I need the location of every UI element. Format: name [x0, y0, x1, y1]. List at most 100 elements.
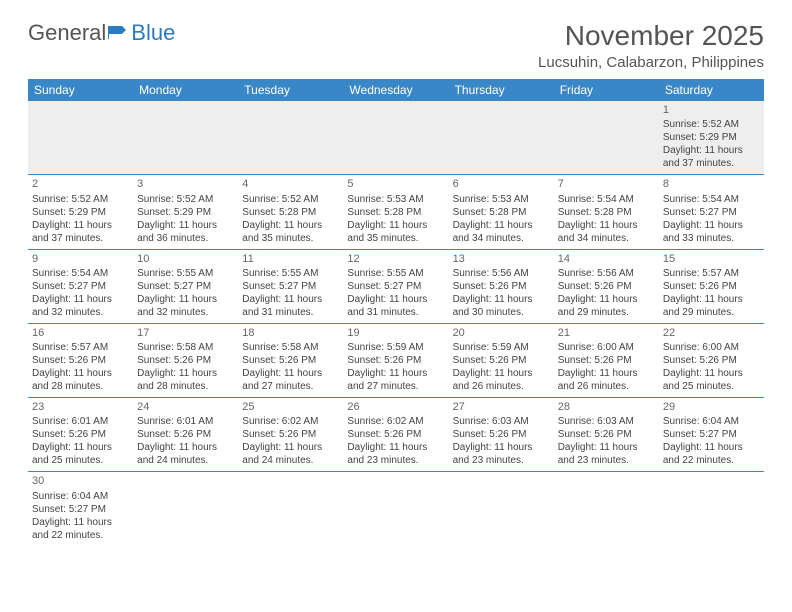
sunset-line: Sunset: 5:26 PM [558, 428, 655, 441]
daylight-line: Daylight: 11 hours and 35 minutes. [242, 219, 339, 245]
calendar-day-cell: 27Sunrise: 6:03 AMSunset: 5:26 PMDayligh… [449, 398, 554, 472]
daylight-line: Daylight: 11 hours and 27 minutes. [242, 367, 339, 393]
calendar-day-cell [133, 101, 238, 175]
calendar-day-cell: 1Sunrise: 5:52 AMSunset: 5:29 PMDaylight… [659, 101, 764, 175]
sunset-line: Sunset: 5:26 PM [32, 354, 129, 367]
daylight-line: Daylight: 11 hours and 22 minutes. [663, 441, 760, 467]
sunrise-line: Sunrise: 5:55 AM [242, 267, 339, 280]
day-number: 19 [347, 326, 444, 340]
day-number: 18 [242, 326, 339, 340]
sunrise-line: Sunrise: 6:01 AM [137, 415, 234, 428]
sunset-line: Sunset: 5:26 PM [137, 354, 234, 367]
sunset-line: Sunset: 5:29 PM [137, 206, 234, 219]
calendar-day-cell: 8Sunrise: 5:54 AMSunset: 5:27 PMDaylight… [659, 175, 764, 249]
day-number: 17 [137, 326, 234, 340]
day-number: 12 [347, 252, 444, 266]
logo-text-1: General [28, 20, 106, 46]
day-number: 21 [558, 326, 655, 340]
daylight-line: Daylight: 11 hours and 37 minutes. [32, 219, 129, 245]
sunrise-line: Sunrise: 5:59 AM [347, 341, 444, 354]
calendar-day-cell: 15Sunrise: 5:57 AMSunset: 5:26 PMDayligh… [659, 249, 764, 323]
calendar-day-cell: 7Sunrise: 5:54 AMSunset: 5:28 PMDaylight… [554, 175, 659, 249]
sunrise-line: Sunrise: 6:04 AM [32, 490, 129, 503]
weekday-header: Saturday [659, 79, 764, 101]
sunset-line: Sunset: 5:26 PM [242, 354, 339, 367]
daylight-line: Daylight: 11 hours and 23 minutes. [453, 441, 550, 467]
day-number: 22 [663, 326, 760, 340]
daylight-line: Daylight: 11 hours and 22 minutes. [32, 516, 129, 542]
sunset-line: Sunset: 5:27 PM [32, 280, 129, 293]
sunset-line: Sunset: 5:26 PM [137, 428, 234, 441]
calendar-day-cell: 10Sunrise: 5:55 AMSunset: 5:27 PMDayligh… [133, 249, 238, 323]
sunset-line: Sunset: 5:26 PM [663, 354, 760, 367]
sunrise-line: Sunrise: 5:56 AM [453, 267, 550, 280]
sunrise-line: Sunrise: 5:52 AM [242, 193, 339, 206]
calendar-week-row: 2Sunrise: 5:52 AMSunset: 5:29 PMDaylight… [28, 175, 764, 249]
day-number: 28 [558, 400, 655, 414]
day-number: 1 [663, 103, 760, 117]
sunset-line: Sunset: 5:29 PM [663, 131, 760, 144]
calendar-day-cell: 16Sunrise: 5:57 AMSunset: 5:26 PMDayligh… [28, 323, 133, 397]
calendar-day-cell: 20Sunrise: 5:59 AMSunset: 5:26 PMDayligh… [449, 323, 554, 397]
calendar-day-cell: 4Sunrise: 5:52 AMSunset: 5:28 PMDaylight… [238, 175, 343, 249]
sunrise-line: Sunrise: 5:57 AM [32, 341, 129, 354]
daylight-line: Daylight: 11 hours and 26 minutes. [453, 367, 550, 393]
sunset-line: Sunset: 5:27 PM [32, 503, 129, 516]
weekday-header: Tuesday [238, 79, 343, 101]
calendar-day-cell: 12Sunrise: 5:55 AMSunset: 5:27 PMDayligh… [343, 249, 448, 323]
sunset-line: Sunset: 5:27 PM [663, 428, 760, 441]
calendar-week-row: 1Sunrise: 5:52 AMSunset: 5:29 PMDaylight… [28, 101, 764, 175]
calendar-day-cell [28, 101, 133, 175]
day-number: 10 [137, 252, 234, 266]
daylight-line: Daylight: 11 hours and 33 minutes. [663, 219, 760, 245]
weekday-header: Thursday [449, 79, 554, 101]
day-number: 25 [242, 400, 339, 414]
calendar-day-cell: 9Sunrise: 5:54 AMSunset: 5:27 PMDaylight… [28, 249, 133, 323]
calendar-day-cell [449, 472, 554, 546]
daylight-line: Daylight: 11 hours and 25 minutes. [663, 367, 760, 393]
sunrise-line: Sunrise: 5:53 AM [453, 193, 550, 206]
sunset-line: Sunset: 5:26 PM [663, 280, 760, 293]
calendar-day-cell: 3Sunrise: 5:52 AMSunset: 5:29 PMDaylight… [133, 175, 238, 249]
day-number: 3 [137, 177, 234, 191]
daylight-line: Daylight: 11 hours and 34 minutes. [453, 219, 550, 245]
calendar-week-row: 30 Sunrise: 6:04 AMSunset: 5:27 PMDayligh… [28, 472, 764, 546]
daylight-line: Daylight: 11 hours and 30 minutes. [453, 293, 550, 319]
sunset-line: Sunset: 5:28 PM [558, 206, 655, 219]
calendar-day-cell: 11Sunrise: 5:55 AMSunset: 5:27 PMDayligh… [238, 249, 343, 323]
calendar-week-row: 16Sunrise: 5:57 AMSunset: 5:26 PMDayligh… [28, 323, 764, 397]
daylight-line: Daylight: 11 hours and 34 minutes. [558, 219, 655, 245]
sunset-line: Sunset: 5:26 PM [453, 428, 550, 441]
sunset-line: Sunset: 5:26 PM [347, 354, 444, 367]
day-number: 11 [242, 252, 339, 266]
daylight-line: Daylight: 11 hours and 28 minutes. [32, 367, 129, 393]
daylight-line: Daylight: 11 hours and 31 minutes. [242, 293, 339, 319]
sunrise-line: Sunrise: 5:54 AM [663, 193, 760, 206]
day-number: 23 [32, 400, 129, 414]
calendar-day-cell [554, 101, 659, 175]
day-number: 7 [558, 177, 655, 191]
location-text: Lucsuhin, Calabarzon, Philippines [28, 54, 764, 71]
sunrise-line: Sunrise: 5:52 AM [663, 118, 760, 131]
weekday-header: Friday [554, 79, 659, 101]
daylight-line: Daylight: 11 hours and 28 minutes. [137, 367, 234, 393]
sunrise-line: Sunrise: 5:55 AM [347, 267, 444, 280]
logo-flag-icon [108, 20, 130, 46]
calendar-day-cell: 13Sunrise: 5:56 AMSunset: 5:26 PMDayligh… [449, 249, 554, 323]
sunrise-line: Sunrise: 5:54 AM [32, 267, 129, 280]
sunset-line: Sunset: 5:27 PM [347, 280, 444, 293]
sunset-line: Sunset: 5:26 PM [558, 354, 655, 367]
daylight-line: Daylight: 11 hours and 27 minutes. [347, 367, 444, 393]
calendar-day-cell [133, 472, 238, 546]
day-number: 29 [663, 400, 760, 414]
logo: General Blue [28, 20, 175, 46]
calendar-day-cell: 26Sunrise: 6:02 AMSunset: 5:26 PMDayligh… [343, 398, 448, 472]
calendar-day-cell [238, 101, 343, 175]
day-number: 30 [32, 474, 129, 488]
daylight-line: Daylight: 11 hours and 23 minutes. [558, 441, 655, 467]
calendar-day-cell: 22Sunrise: 6:00 AMSunset: 5:26 PMDayligh… [659, 323, 764, 397]
sunset-line: Sunset: 5:26 PM [558, 280, 655, 293]
calendar-day-cell: 18Sunrise: 5:58 AMSunset: 5:26 PMDayligh… [238, 323, 343, 397]
calendar-week-row: 23Sunrise: 6:01 AMSunset: 5:26 PMDayligh… [28, 398, 764, 472]
sunrise-line: Sunrise: 5:52 AM [32, 193, 129, 206]
